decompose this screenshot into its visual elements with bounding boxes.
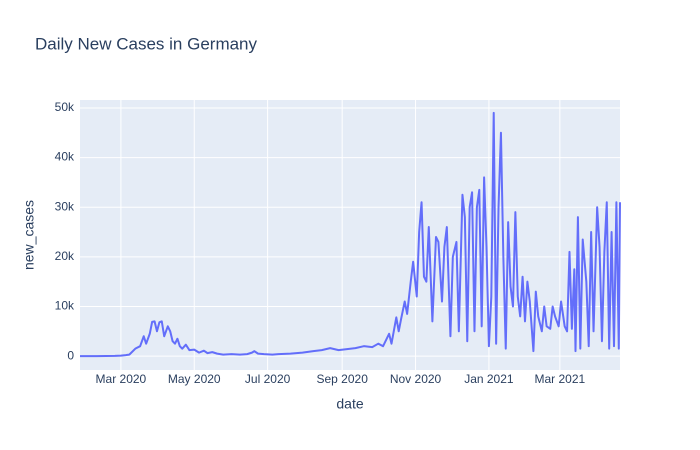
- y-axis-label: new_cases: [21, 200, 37, 270]
- data-line: [80, 111, 621, 358]
- y-tick-label: 0: [67, 348, 74, 362]
- x-tick-label: Sep 2020: [316, 372, 368, 386]
- x-tick-label: Mar 2020: [96, 372, 147, 386]
- x-tick-label: Nov 2020: [390, 372, 442, 386]
- y-tick-label: 10k: [55, 299, 75, 313]
- plot-area: [80, 100, 620, 370]
- y-tick-label: 30k: [55, 199, 75, 213]
- chart-title: Daily New Cases in Germany: [35, 34, 258, 53]
- x-axis-label: date: [336, 396, 363, 412]
- x-tick-label: May 2020: [168, 372, 221, 386]
- x-tick-label: Jan 2021: [464, 372, 514, 386]
- x-tick-label: Mar 2021: [535, 372, 586, 386]
- x-tick-label: Jul 2020: [245, 372, 291, 386]
- y-tick-label: 50k: [55, 100, 75, 114]
- y-tick-label: 20k: [55, 249, 75, 263]
- y-tick-label: 40k: [55, 150, 75, 164]
